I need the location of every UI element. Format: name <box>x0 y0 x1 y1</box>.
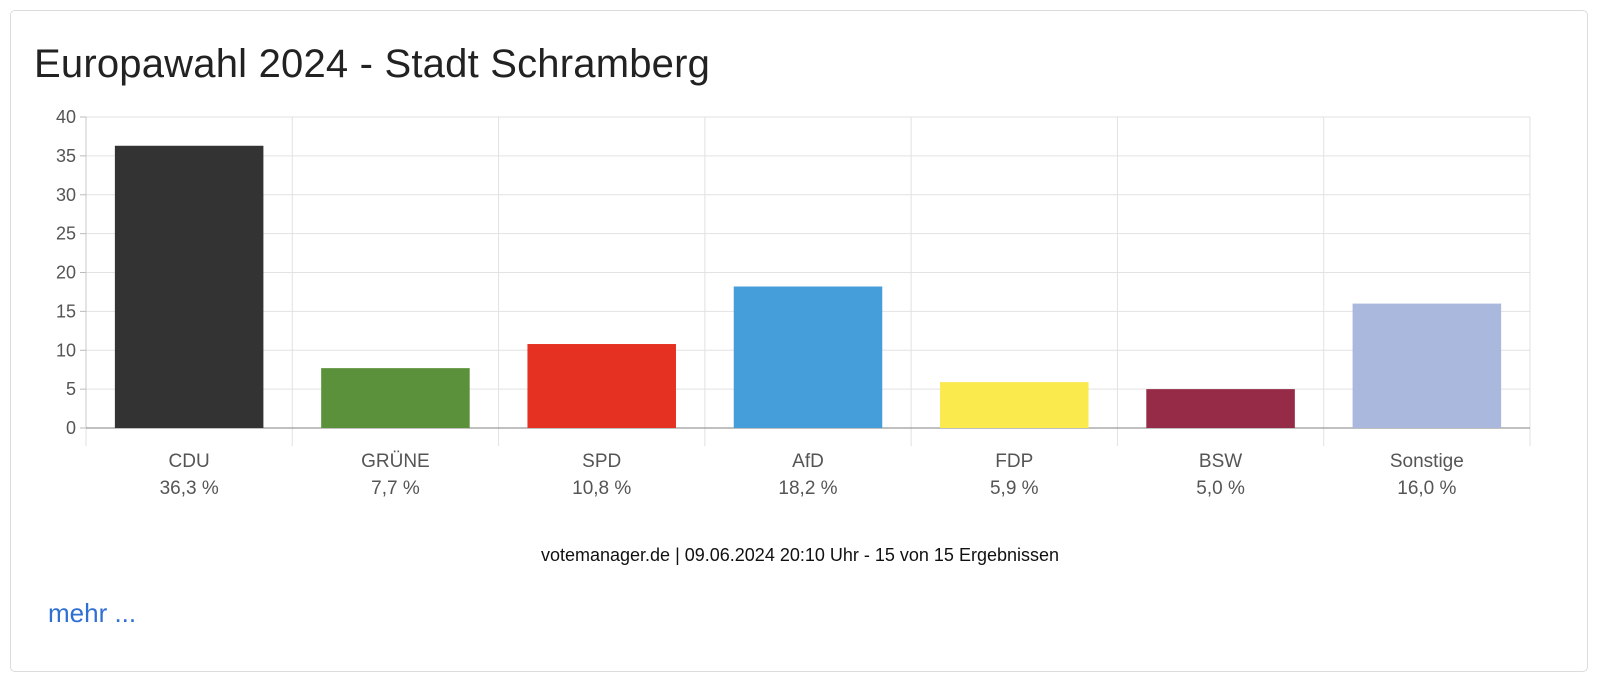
x-value-label: 5,9 % <box>990 478 1039 499</box>
y-tick-label: 15 <box>56 301 76 321</box>
x-value-label: 7,7 % <box>371 478 420 499</box>
x-value-label: 10,8 % <box>572 478 631 499</box>
chart-title: Europawahl 2024 - Stadt Schramberg <box>34 42 711 86</box>
y-tick-label: 0 <box>66 418 76 438</box>
bar-fdp <box>940 382 1089 428</box>
bar-sonstige <box>1352 303 1502 428</box>
x-category-label: GRÜNE <box>361 451 430 472</box>
x-category-label: Sonstige <box>1390 451 1464 472</box>
x-value-label: 5,0 % <box>1196 478 1245 499</box>
x-category-label: FDP <box>995 451 1033 472</box>
x-category-label: AfD <box>792 451 824 472</box>
y-tick-label: 5 <box>66 379 76 399</box>
x-category-label: BSW <box>1199 451 1242 472</box>
more-link[interactable]: mehr ... <box>48 598 137 628</box>
y-tick-label: 40 <box>56 107 76 127</box>
bar-cdu <box>114 145 264 428</box>
bar-grüne <box>321 368 470 428</box>
x-value-label: 36,3 % <box>160 478 219 499</box>
bar-bsw <box>1146 389 1295 428</box>
y-tick-label: 25 <box>56 224 76 244</box>
chart-source-footer: votemanager.de | 09.06.2024 20:10 Uhr - … <box>540 545 1060 565</box>
bar-afd <box>733 286 883 428</box>
x-category-label: SPD <box>582 451 621 472</box>
y-tick-label: 20 <box>56 263 76 283</box>
bar-chart: 0 5 10 15 20 25 30 35 40 CDU 36,3 % GRÜNE 7,7 % SPD 10… <box>56 107 1531 499</box>
x-value-label: 16,0 % <box>1397 478 1456 499</box>
y-tick-label: 10 <box>56 340 76 360</box>
y-tick-label: 30 <box>56 185 76 205</box>
x-category-label: CDU <box>169 451 210 472</box>
bar-spd <box>527 344 676 428</box>
x-value-label: 18,2 % <box>778 478 837 499</box>
y-tick-label: 35 <box>56 146 76 166</box>
